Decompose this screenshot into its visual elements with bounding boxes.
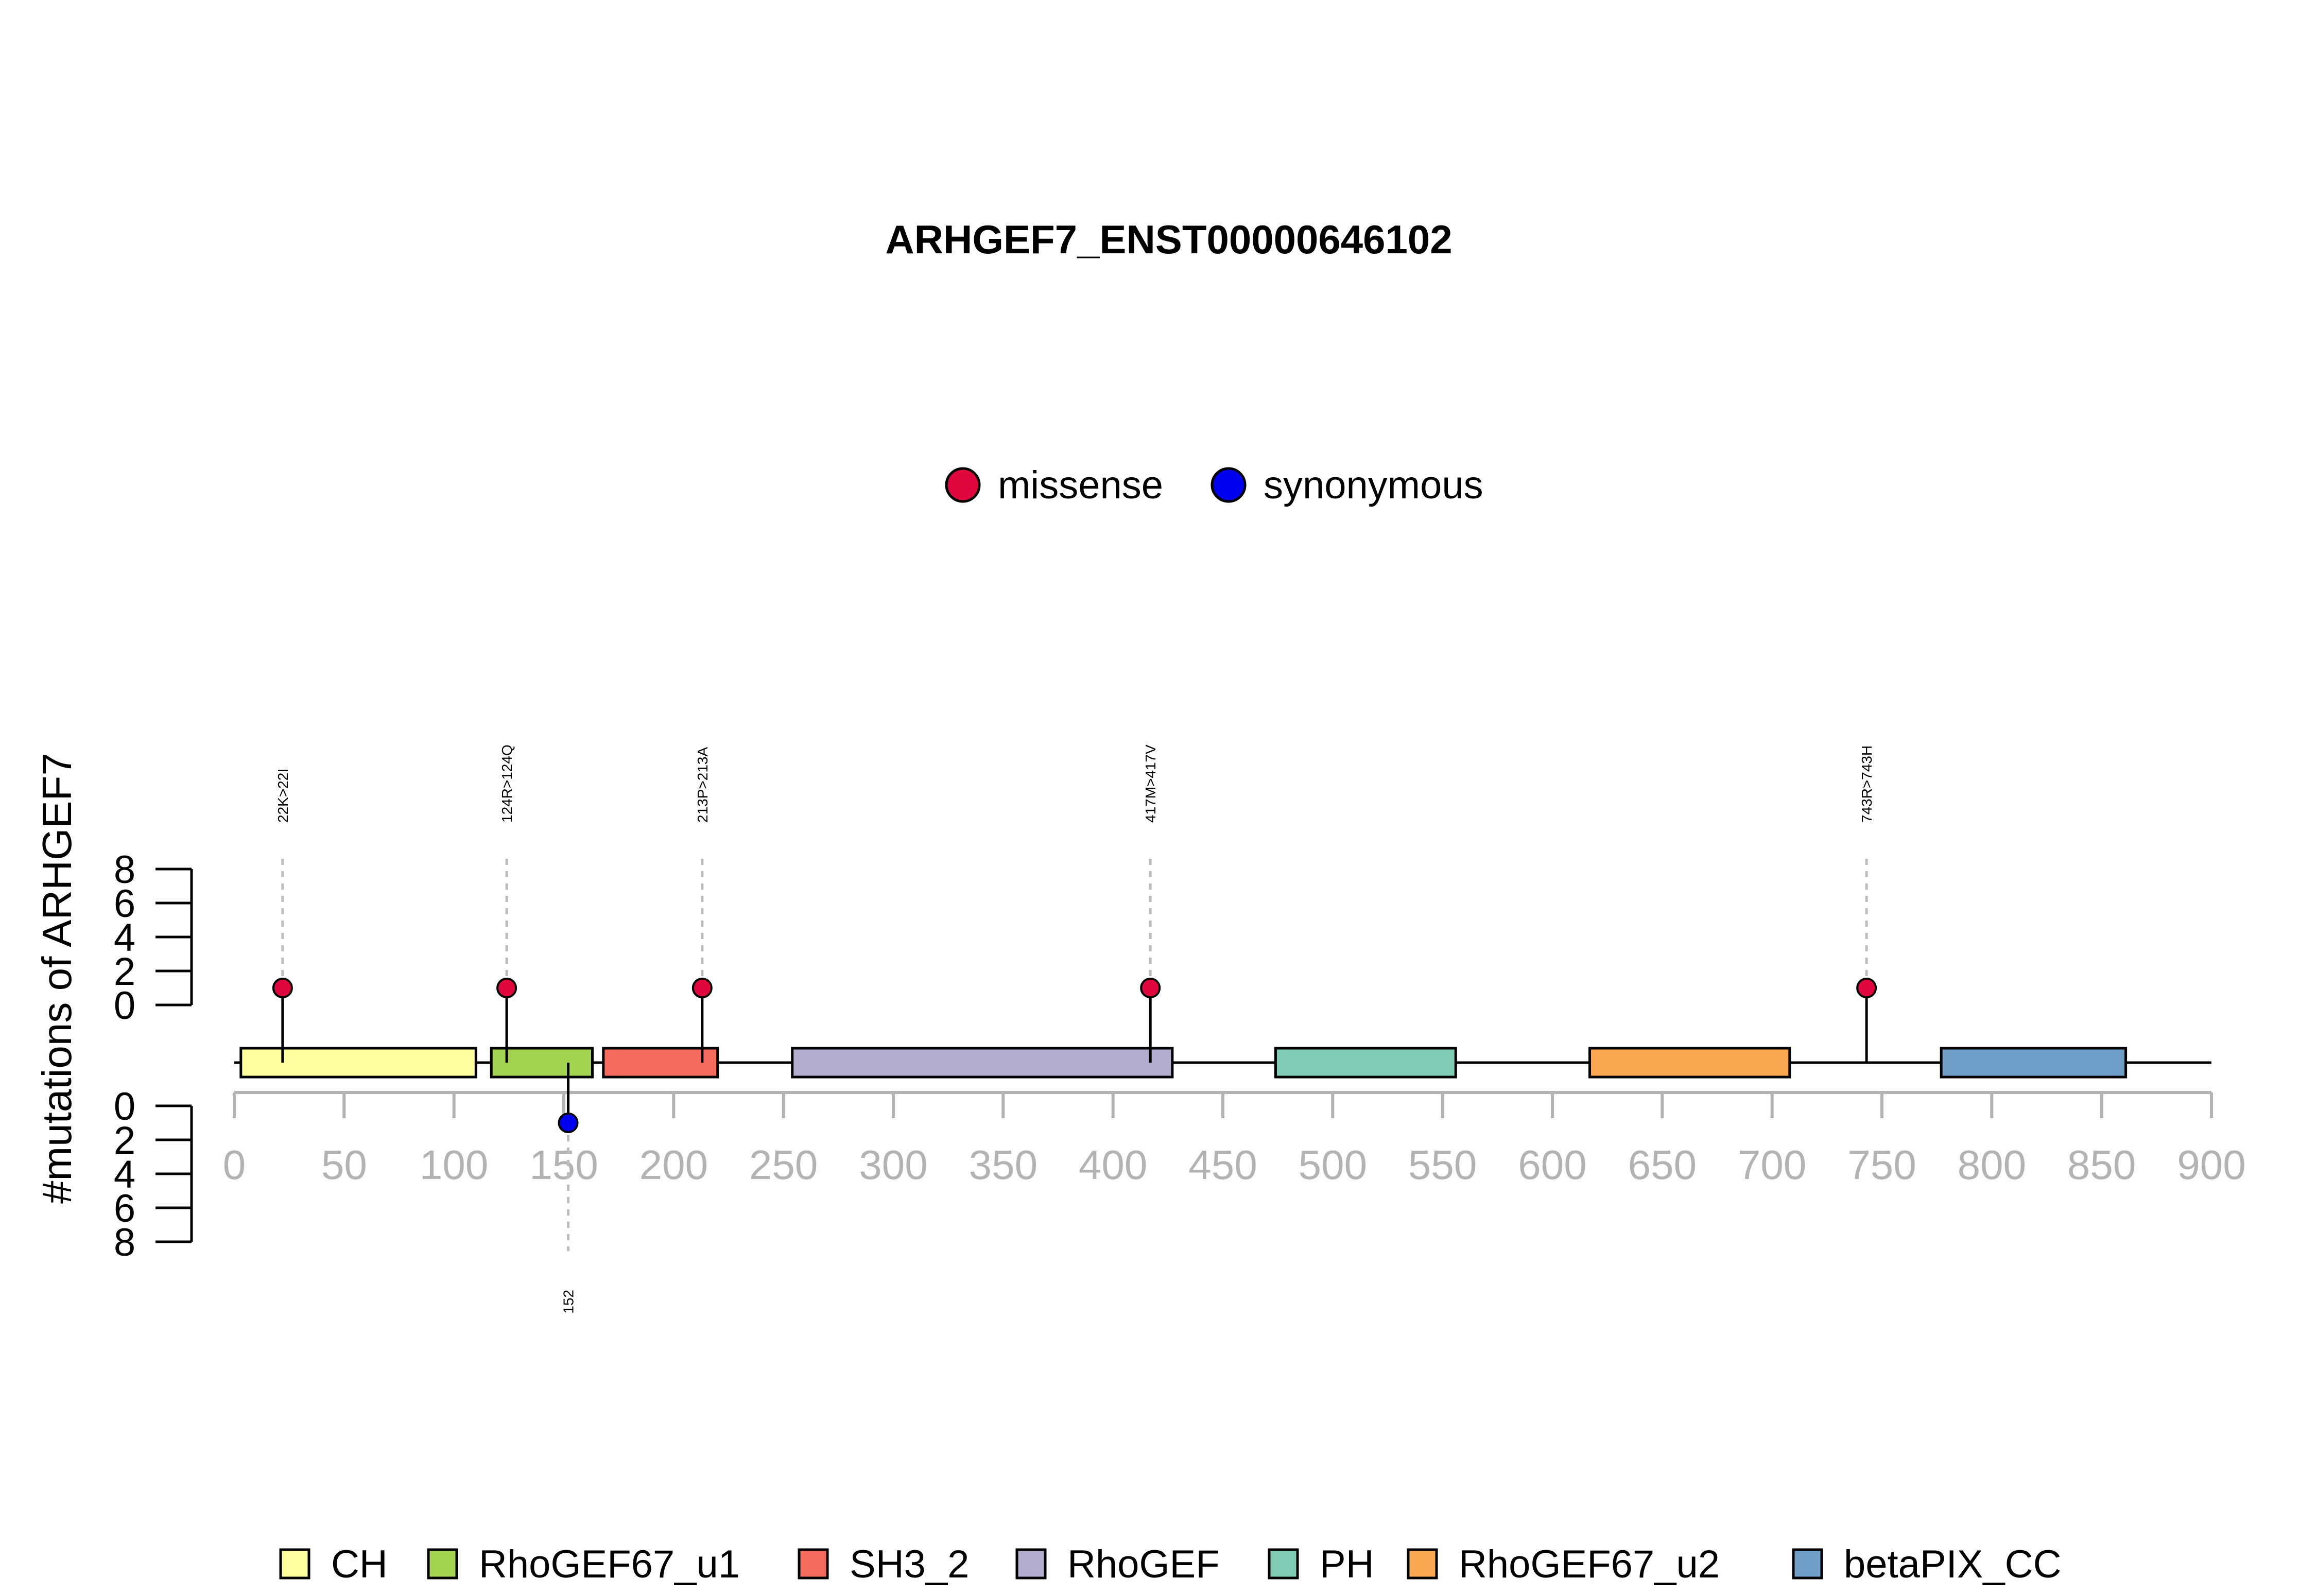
legend-swatch-RhoGEF67_u1 [427, 1548, 458, 1580]
legend-label-missense: missense [998, 463, 1163, 507]
mutation-legend: missense synonymous [945, 463, 1483, 507]
x-tick-label: 500 [1299, 1142, 1367, 1188]
x-tick-label: 350 [969, 1142, 1038, 1188]
legend-label-RhoGEF67_u1: RhoGEF67_u1 [479, 1542, 740, 1586]
legend-marker-missense [945, 467, 981, 503]
legend-swatch-betaPIX_CC [1792, 1548, 1823, 1580]
domain-box-betaPIX_CC [1940, 1047, 2128, 1079]
lollipop-point-missense [1856, 978, 1877, 998]
x-tick-label: 900 [2177, 1142, 2245, 1188]
legend-label-CH: CH [331, 1542, 388, 1586]
x-tick-label: 450 [1188, 1142, 1257, 1188]
legend-label-PH: PH [1320, 1542, 1374, 1586]
y-tick-label-top: 8 [114, 848, 135, 892]
mutation-label: 124R>124Q [499, 744, 515, 823]
mutation-label: 22K>22I [275, 769, 291, 823]
domain-boxes [239, 1047, 2128, 1079]
lollipop-point-missense [1140, 978, 1161, 998]
lollipop-point-synonymous [558, 1113, 579, 1133]
legend-label-RhoGEF: RhoGEF [1067, 1542, 1220, 1586]
legend-label-betaPIX_CC: betaPIX_CC [1844, 1542, 2061, 1586]
x-tick-label: 800 [1958, 1142, 2026, 1188]
legend-label-SH3_2: SH3_2 [850, 1542, 969, 1586]
legend-label-RhoGEF67_u2: RhoGEF67_u2 [1459, 1542, 1720, 1586]
x-tick-label: 600 [1518, 1142, 1586, 1188]
mutation-label: 417M>417V [1143, 744, 1158, 823]
domain-box-CH [239, 1047, 477, 1079]
y-tick-label-bottom: 2 [114, 1119, 135, 1163]
domain-box-RhoGEF67_u1 [490, 1047, 594, 1079]
y-axis-label: #mutations of ARHGEF7 [34, 753, 80, 1204]
y-tick-label-top: 0 [114, 984, 135, 1028]
mutation-label: 213P>213A [695, 747, 711, 823]
legend-swatch-CH [279, 1548, 310, 1580]
legend-swatch-RhoGEF67_u2 [1407, 1548, 1438, 1580]
chart-title: ARHGEF7_ENST00000646102 [885, 217, 1452, 262]
x-tick-label: 200 [639, 1142, 708, 1188]
lollipop-point-missense [691, 978, 713, 998]
domain-box-PH [1274, 1047, 1457, 1079]
x-tick-label: 400 [1079, 1142, 1147, 1188]
mutation-lollipops: 22K>22I 124R>124Q 213P>213A 417M>417V 743R>7… [272, 744, 1877, 1314]
y-tick-label-top: 6 [114, 882, 135, 926]
legend-swatch-RhoGEF [1015, 1548, 1047, 1580]
x-tick-label: 550 [1408, 1142, 1477, 1188]
y-tick-label-top: 2 [114, 950, 135, 994]
lollipop-point-missense [496, 978, 517, 998]
legend-label-synonymous: synonymous [1264, 463, 1483, 507]
y-tick-label-top: 4 [114, 916, 135, 960]
domain-box-SH3_2 [602, 1047, 719, 1079]
x-tick-label: 650 [1628, 1142, 1697, 1188]
mutation-label: 152 [561, 1290, 577, 1314]
x-tick-label: 700 [1738, 1142, 1806, 1188]
x-tick-label: 0 [223, 1142, 246, 1188]
legend-swatch-SH3_2 [798, 1548, 829, 1580]
lollipop-point-missense [272, 978, 293, 998]
y-tick-label-bottom: 6 [114, 1187, 135, 1230]
legend-swatch-PH [1268, 1548, 1299, 1580]
x-tick-label: 50 [321, 1142, 367, 1188]
x-tick-label: 250 [749, 1142, 818, 1188]
x-tick-label: 750 [1847, 1142, 1916, 1188]
y-tick-label-bottom: 4 [114, 1153, 135, 1196]
x-tick-label: 300 [859, 1142, 927, 1188]
x-tick-label: 100 [420, 1142, 488, 1188]
y-tick-label-bottom: 0 [114, 1085, 135, 1129]
domain-legend: CH RhoGEF67_u1 SH3_2 RhoGEF PH RhoGEF67_u2 bet… [279, 1542, 2061, 1586]
x-tick-label: 850 [2067, 1142, 2136, 1188]
y-tick-label-bottom: 8 [114, 1221, 135, 1264]
x-tick-label: 150 [529, 1142, 598, 1188]
legend-marker-synonymous [1211, 467, 1247, 503]
domain-box-RhoGEF67_u2 [1588, 1047, 1791, 1079]
domain-box-RhoGEF [791, 1047, 1174, 1079]
mutation-label: 743R>743H [1859, 745, 1875, 823]
